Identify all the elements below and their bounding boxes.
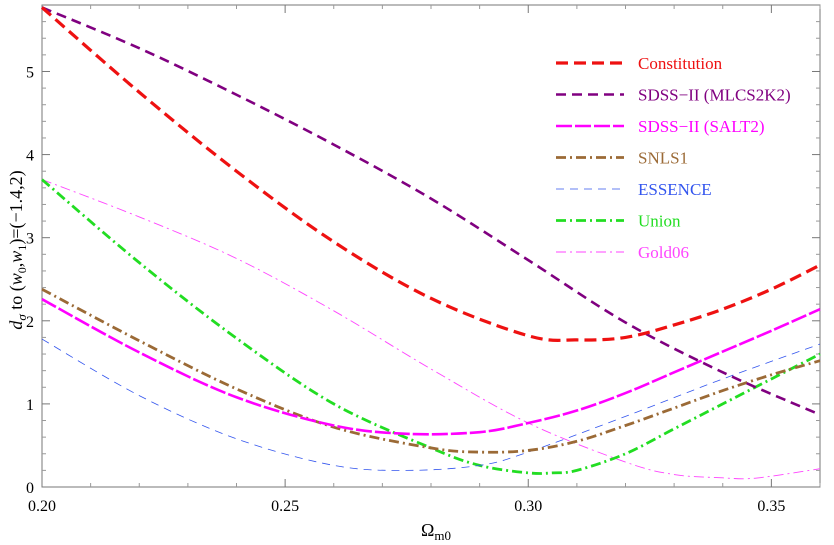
y-label-sub0: 0: [15, 267, 29, 273]
legend-label-essence: ESSENCE: [638, 180, 712, 199]
y-label-w0: w: [6, 273, 26, 285]
tick-marks: 0.20 0.25 0.30 0.35 0 1 2 3 4 5: [26, 5, 821, 515]
series-line-gold06: [41, 179, 821, 480]
legend-label-sdss-ii-salt2: SDSS−II (SALT2): [638, 117, 765, 136]
legend-label-sdss-ii-mlcs2k2: SDSS−II (MLCS2K2): [638, 86, 791, 105]
y-tick-label: 2: [26, 314, 34, 331]
x-axis-label: Ωm0: [421, 520, 451, 543]
y-tick-label: 5: [26, 64, 34, 81]
series-line-essence: [41, 338, 821, 471]
y-tick-label: 0: [26, 480, 34, 497]
y-tick-label: 3: [26, 231, 34, 248]
legend: Constitution SDSS−II (MLCS2K2) SDSS−II (SA…: [556, 54, 791, 262]
y-tick-label: 1: [26, 397, 34, 414]
y-tick-label: 4: [26, 148, 34, 165]
x-axis-label-omega: Ω: [421, 520, 434, 540]
legend-label-constitution: Constitution: [638, 54, 723, 73]
y-label-mid: to (: [6, 285, 27, 314]
y-label-d: d: [6, 320, 26, 330]
y-label-tail: )=(−1.4,2): [6, 170, 27, 244]
x-tick-label: 0.35: [757, 498, 785, 515]
x-tick-label: 0.25: [271, 498, 299, 515]
x-tick-label: 0.20: [28, 498, 56, 515]
series-line-union: [41, 178, 821, 475]
y-label-w1: w: [6, 251, 26, 263]
legend-label-gold06: Gold06: [638, 243, 689, 262]
x-tick-label: 0.30: [514, 498, 542, 515]
series-line-snls1: [41, 287, 821, 454]
series-line-sdss-ii-mlcs2k2: [41, 6, 821, 416]
series-lines: [40, 6, 821, 480]
y-axis-label: dσ to (w0,w1)=(−1.4,2): [6, 170, 29, 329]
legend-label-snls1: SNLS1: [638, 149, 688, 168]
y-label-sub1: 1: [15, 245, 29, 251]
x-axis-label-subscript: m0: [434, 528, 451, 543]
legend-label-union: Union: [638, 212, 681, 231]
y-label-comma: ,: [6, 263, 26, 268]
y-label-sigma: σ: [14, 314, 29, 321]
series-line-sdss-ii-salt2: [41, 298, 821, 436]
